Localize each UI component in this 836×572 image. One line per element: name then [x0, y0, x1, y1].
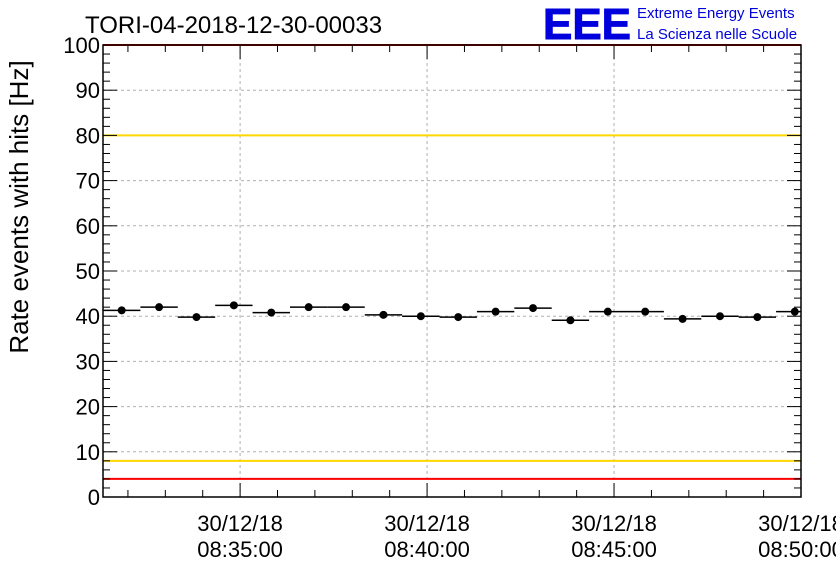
- y-tick-labels: 0 10 20 30 40 50 60 70 80 90 100: [63, 33, 100, 510]
- data-point: [267, 308, 276, 317]
- data-point: [715, 312, 724, 321]
- y-tick-label: 30: [76, 349, 100, 374]
- x-tick-label-date: 30/12/18: [384, 511, 470, 536]
- data-point: [753, 313, 762, 322]
- x-tick-label-date: 30/12/18: [197, 511, 283, 536]
- data-point: [790, 307, 799, 316]
- eee-logo: EEE Extreme Energy Events La Scienza nel…: [543, 0, 798, 50]
- data-point: [416, 312, 425, 321]
- x-tick-label-time: 08:50:00: [758, 537, 836, 562]
- y-tick-label: 10: [76, 440, 100, 465]
- data-point: [678, 314, 687, 323]
- reference-lines: [103, 44, 801, 480]
- grid: [103, 45, 801, 497]
- data-point: [229, 301, 238, 310]
- y-tick-label: 0: [88, 485, 100, 510]
- x-tick-label-time: 08:35:00: [197, 537, 283, 562]
- data-point: [491, 307, 500, 316]
- y-tick-label: 80: [76, 123, 100, 148]
- eee-logo-line1: Extreme Energy Events: [637, 5, 795, 22]
- y-tick-label: 40: [76, 304, 100, 329]
- x-tick-label-date: 30/12/18: [758, 511, 836, 536]
- data-point: [379, 310, 388, 319]
- data-points: [103, 301, 801, 325]
- data-point: [454, 313, 463, 322]
- data-point: [155, 303, 164, 312]
- y-tick-label: 100: [63, 33, 100, 58]
- y-tick-label: 90: [76, 78, 100, 103]
- data-point: [192, 313, 201, 322]
- x-tick-label-time: 08:45:00: [571, 537, 657, 562]
- eee-logo-line2: La Scienza nelle Scuole: [637, 26, 797, 43]
- x-tick-label-date: 30/12/18: [571, 511, 657, 536]
- data-point: [304, 303, 313, 312]
- data-point: [603, 307, 612, 316]
- y-tick-label: 70: [76, 169, 100, 194]
- data-point: [566, 316, 575, 325]
- chart-title: TORI-04-2018-12-30-00033: [85, 12, 382, 39]
- eee-logo-mark: EEE: [543, 0, 631, 49]
- y-axis-label: Rate events with hits [Hz]: [4, 60, 34, 353]
- x-tick-label-time: 08:40:00: [384, 537, 470, 562]
- y-tick-label: 60: [76, 214, 100, 239]
- x-tick-labels: 30/12/1808:35:0030/12/1808:40:0030/12/18…: [197, 511, 836, 562]
- axes: [102, 44, 802, 498]
- y-tick-label: 50: [76, 259, 100, 284]
- data-point: [529, 304, 538, 313]
- data-point: [117, 306, 126, 315]
- data-point: [342, 303, 351, 312]
- y-tick-label: 20: [76, 395, 100, 420]
- data-point: [641, 307, 650, 316]
